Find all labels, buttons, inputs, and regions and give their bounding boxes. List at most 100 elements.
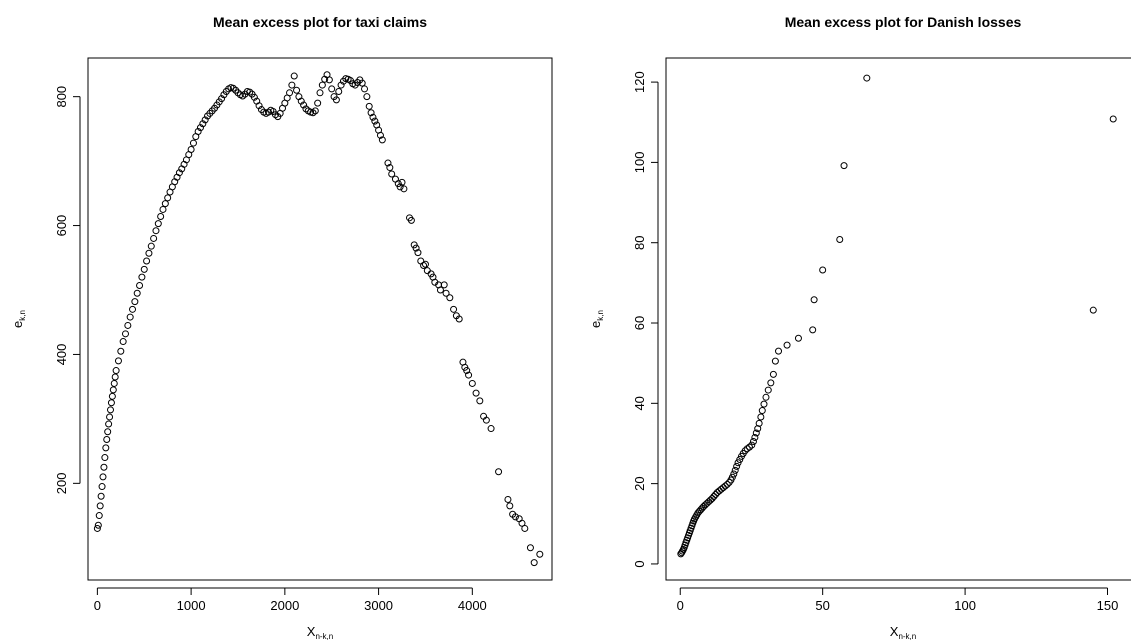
taxi-x-label-subscript: n-k,n bbox=[315, 632, 333, 641]
danish-data-point bbox=[712, 490, 720, 498]
taxi-data-point bbox=[363, 93, 371, 101]
taxi-data-point bbox=[337, 81, 345, 89]
danish-data-point bbox=[819, 266, 827, 274]
taxi-data-point bbox=[518, 519, 526, 527]
danish-data-point bbox=[723, 480, 731, 488]
taxi-data-point bbox=[159, 205, 167, 213]
taxi-data-point bbox=[218, 95, 226, 103]
taxi-x-tick-label: 2000 bbox=[270, 598, 299, 613]
taxi-data-point bbox=[129, 305, 137, 313]
taxi-data-point bbox=[103, 436, 111, 444]
taxi-y-axis: 200 400 600 800 bbox=[54, 86, 81, 494]
taxi-data-point bbox=[246, 88, 254, 96]
taxi-claims-panel: Mean excess plot for taxi claims 0 1000 20… bbox=[10, 14, 553, 641]
danish-x-label-subscript: n-k,n bbox=[898, 632, 916, 641]
taxi-data-point bbox=[316, 89, 324, 97]
danish-y-tick-label: 20 bbox=[632, 476, 647, 490]
taxi-data-point bbox=[468, 379, 476, 387]
taxi-data-point bbox=[436, 286, 444, 294]
taxi-data-point bbox=[463, 367, 471, 375]
taxi-data-point bbox=[440, 281, 448, 289]
taxi-data-point bbox=[189, 139, 197, 147]
danish-data-point bbox=[809, 326, 817, 334]
taxi-chart-title: Mean excess plot for taxi claims bbox=[213, 14, 427, 30]
taxi-data-point bbox=[145, 249, 153, 257]
danish-data-point bbox=[764, 386, 772, 394]
taxi-data-point bbox=[506, 502, 514, 510]
danish-data-point bbox=[730, 470, 738, 478]
danish-data-point bbox=[728, 473, 736, 481]
danish-plot-frame bbox=[665, 57, 1131, 581]
taxi-data-point bbox=[93, 524, 101, 532]
danish-y-tick-label: 40 bbox=[632, 396, 647, 410]
taxi-data-point bbox=[143, 257, 151, 265]
danish-y-tick-label: 60 bbox=[632, 316, 647, 330]
danish-x-tick-label: 150 bbox=[1097, 598, 1119, 613]
taxi-data-point bbox=[140, 265, 148, 273]
danish-points bbox=[677, 74, 1117, 558]
taxi-data-point bbox=[111, 373, 119, 381]
taxi-data-point bbox=[110, 379, 118, 387]
taxi-data-point bbox=[504, 495, 512, 503]
taxi-x-tick-label: 0 bbox=[94, 598, 101, 613]
taxi-data-point bbox=[112, 367, 120, 375]
danish-y-axis-label: ek,n bbox=[588, 310, 605, 328]
taxi-y-tick-label: 400 bbox=[54, 344, 69, 366]
taxi-data-point bbox=[136, 281, 144, 289]
taxi-data-point bbox=[99, 473, 107, 481]
taxi-y-tick-label: 800 bbox=[54, 86, 69, 108]
danish-data-point bbox=[758, 407, 766, 415]
taxi-data-point bbox=[325, 76, 333, 84]
taxi-data-point bbox=[396, 183, 404, 191]
taxi-data-point bbox=[314, 99, 322, 107]
danish-data-point bbox=[755, 419, 763, 427]
taxi-data-point bbox=[95, 512, 103, 520]
taxi-data-point bbox=[194, 127, 202, 135]
taxi-data-point bbox=[96, 502, 104, 510]
danish-y-tick-label: 100 bbox=[632, 152, 647, 174]
taxi-data-point bbox=[147, 242, 155, 250]
taxi-data-point bbox=[465, 371, 473, 379]
taxi-data-point bbox=[476, 397, 484, 405]
taxi-data-point bbox=[271, 111, 279, 119]
taxi-data-point bbox=[108, 392, 116, 400]
taxi-data-point bbox=[196, 124, 204, 132]
taxi-data-point bbox=[361, 85, 369, 93]
taxi-data-point bbox=[150, 234, 158, 242]
taxi-data-point bbox=[157, 213, 165, 221]
danish-data-point bbox=[760, 400, 768, 408]
taxi-data-point bbox=[300, 101, 308, 109]
taxi-data-point bbox=[201, 116, 209, 124]
danish-x-tick-label: 50 bbox=[815, 598, 829, 613]
danish-data-point bbox=[710, 492, 718, 500]
taxi-data-point bbox=[446, 294, 454, 302]
taxi-x-tick-label: 3000 bbox=[364, 598, 393, 613]
taxi-data-point bbox=[388, 170, 396, 178]
taxi-data-point bbox=[328, 85, 336, 93]
taxi-data-point bbox=[138, 273, 146, 281]
taxi-data-point bbox=[398, 178, 406, 186]
danish-y-axis: 0 20 40 60 80 100 120 bbox=[632, 71, 659, 568]
taxi-data-point bbox=[255, 102, 263, 110]
taxi-data-point bbox=[412, 244, 420, 252]
danish-y-tick-label: 120 bbox=[632, 71, 647, 93]
taxi-data-point bbox=[495, 468, 503, 476]
danish-y-tick-label: 0 bbox=[632, 560, 647, 567]
danish-data-point bbox=[733, 462, 741, 470]
taxi-data-point bbox=[526, 544, 534, 552]
taxi-data-point bbox=[536, 550, 544, 558]
danish-losses-panel: Mean excess plot for Danish losses 0 50 10… bbox=[588, 14, 1131, 641]
danish-data-point bbox=[767, 379, 775, 387]
taxi-data-point bbox=[378, 136, 386, 144]
taxi-y-label-main: e bbox=[10, 321, 25, 328]
taxi-data-point bbox=[290, 72, 298, 80]
taxi-data-point bbox=[384, 159, 392, 167]
taxi-data-point bbox=[367, 109, 375, 117]
taxi-data-point bbox=[105, 420, 113, 428]
taxi-data-point bbox=[114, 357, 122, 365]
taxi-data-point bbox=[239, 92, 247, 100]
danish-data-point bbox=[708, 494, 716, 502]
taxi-x-tick-label: 4000 bbox=[458, 598, 487, 613]
taxi-y-axis-label: ek,n bbox=[10, 310, 27, 328]
taxi-data-point bbox=[318, 81, 326, 89]
